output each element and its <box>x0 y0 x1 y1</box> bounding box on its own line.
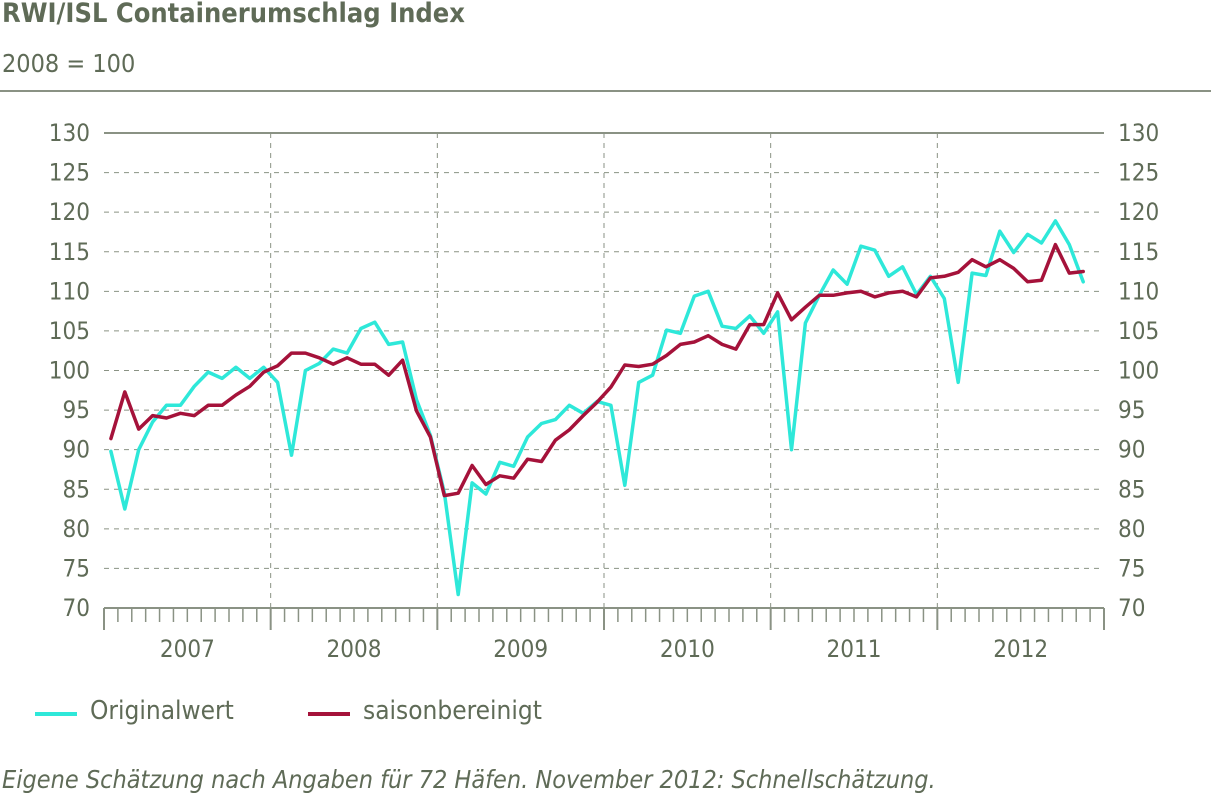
series-layer <box>109 219 1085 597</box>
chart-subtitle: 2008 = 100 <box>2 49 136 78</box>
y-tick-label-right: 100 <box>1118 357 1159 385</box>
header-divider <box>0 90 1211 92</box>
y-tick-label-right: 70 <box>1118 594 1145 622</box>
legend-label-seasonal: saisonbereinigt <box>363 696 542 726</box>
y-tick-label-left: 80 <box>63 515 90 543</box>
y-tick-label-left: 110 <box>49 277 90 305</box>
x-tick-label-year: 2011 <box>827 635 882 663</box>
axis-layer: 70 70 75 75 80 80 85 85 90 90 95 95 100 100 105 105 110 1… <box>49 119 1159 663</box>
y-tick-label-left: 125 <box>49 159 90 187</box>
y-tick-label-right: 115 <box>1118 238 1159 266</box>
y-tick-label-left: 90 <box>63 436 90 464</box>
x-tick-label-year: 2009 <box>493 635 548 663</box>
y-tick-label-right: 95 <box>1118 396 1145 424</box>
y-tick-label-right: 120 <box>1118 198 1159 226</box>
chart-title: RWI/ISL Containerumschlag Index <box>2 0 465 29</box>
legend-label-original: Originalwert <box>90 696 234 726</box>
x-tick-label-year: 2007 <box>160 635 215 663</box>
line-chart: 70 70 75 75 80 80 85 85 90 90 95 95 100 100 105 105 110 1… <box>49 119 1159 663</box>
y-tick-label-left: 105 <box>49 317 90 345</box>
series-line-seasonal <box>109 242 1085 498</box>
x-tick-label-year: 2012 <box>993 635 1048 663</box>
chart-caption: Eigene Schätzung nach Angaben für 72 Häf… <box>2 765 936 794</box>
y-tick-label-left: 70 <box>63 594 90 622</box>
y-tick-label-right: 90 <box>1118 436 1145 464</box>
y-tick-label-right: 125 <box>1118 159 1159 187</box>
y-tick-label-right: 85 <box>1118 475 1145 503</box>
y-tick-label-right: 130 <box>1118 119 1159 147</box>
y-tick-label-left: 115 <box>49 238 90 266</box>
y-tick-label-left: 100 <box>49 357 90 385</box>
y-tick-label-right: 105 <box>1118 317 1159 345</box>
grid-layer <box>104 132 1104 608</box>
y-tick-label-left: 85 <box>63 475 90 503</box>
y-tick-label-right: 110 <box>1118 277 1159 305</box>
legend-swatch-seasonal <box>308 712 350 716</box>
y-tick-label-left: 130 <box>49 119 90 147</box>
y-tick-label-left: 95 <box>63 396 90 424</box>
x-tick-label-year: 2008 <box>327 635 382 663</box>
y-tick-label-right: 80 <box>1118 515 1145 543</box>
legend-swatch-original <box>35 712 77 716</box>
x-tick-label-year: 2010 <box>660 635 715 663</box>
y-tick-label-left: 75 <box>63 554 90 582</box>
y-tick-label-left: 120 <box>49 198 90 226</box>
y-tick-label-right: 75 <box>1118 554 1145 582</box>
